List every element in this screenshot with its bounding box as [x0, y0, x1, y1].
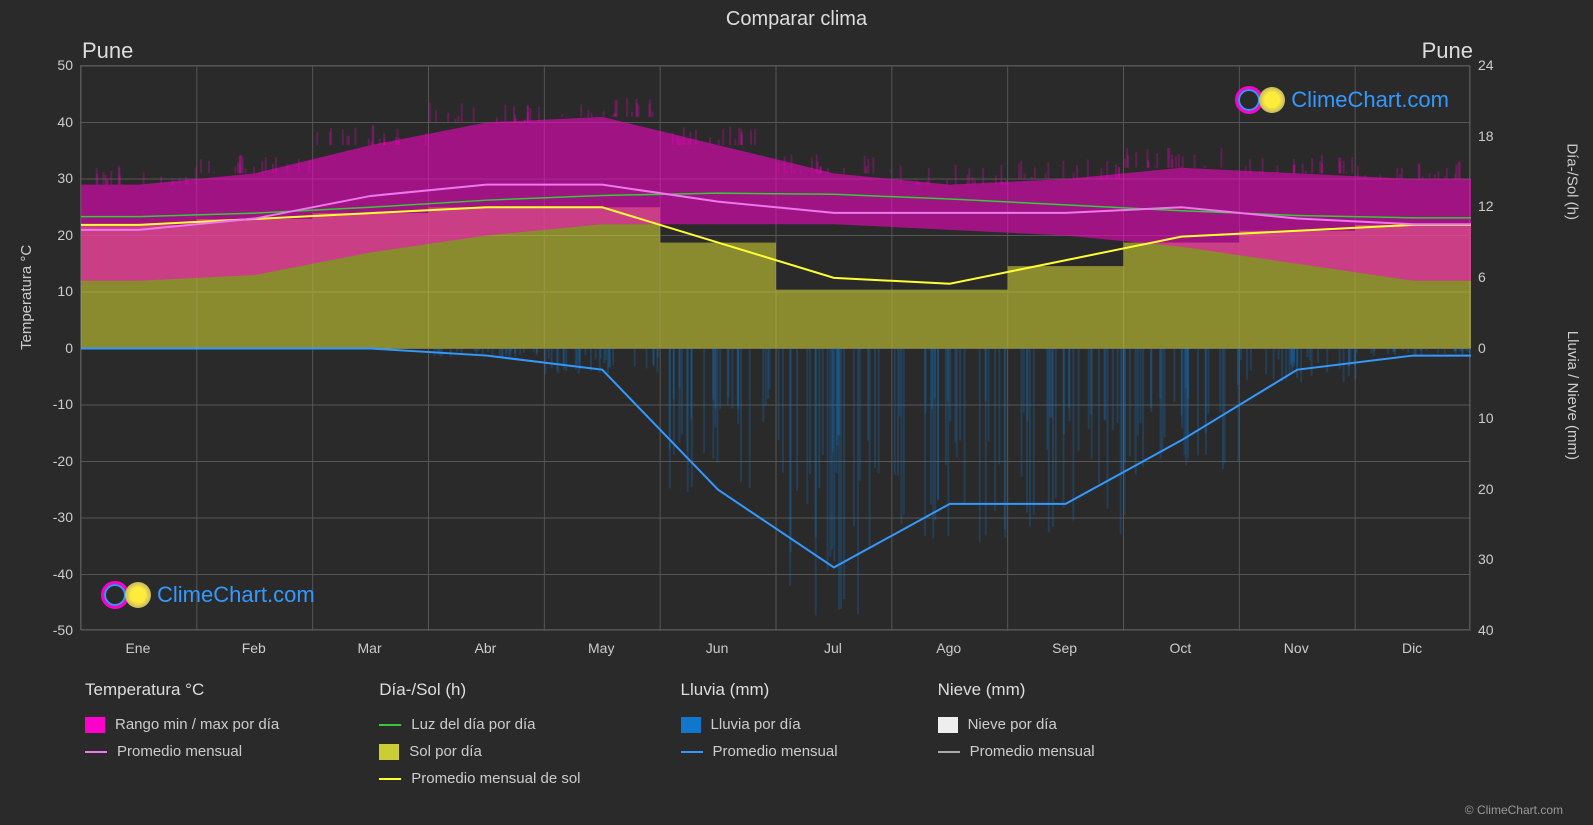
chart-svg [81, 66, 1471, 631]
legend-item: Luz del día por día [379, 716, 580, 733]
location-label-right: Pune [1422, 38, 1473, 64]
legend-item: Sol por día [379, 743, 580, 760]
legend-title: Día-/Sol (h) [379, 680, 580, 700]
x-tick-month: Dic [1402, 640, 1422, 656]
legend-swatch [85, 717, 105, 733]
copyright: © ClimeChart.com [1465, 803, 1563, 817]
x-tick-month: Oct [1170, 640, 1192, 656]
y-tick-right-sun: 24 [1478, 57, 1494, 73]
x-tick-month: May [588, 640, 614, 656]
legend-label: Promedio mensual de sol [411, 770, 580, 787]
legend-label: Lluvia por día [711, 716, 801, 733]
y-tick-left: -50 [33, 622, 73, 638]
legend-item: Lluvia por día [681, 716, 838, 733]
x-tick-month: Abr [475, 640, 497, 656]
legend-item: Nieve por día [938, 716, 1095, 733]
y-tick-right-rain: 30 [1478, 551, 1494, 567]
watermark-text: ClimeChart.com [1291, 87, 1449, 113]
y-tick-right-sun: 6 [1478, 269, 1486, 285]
legend-column: Temperatura °C Rango min / max por día Pro… [85, 680, 279, 787]
y-tick-left: 10 [33, 283, 73, 299]
y-tick-right-rain: 40 [1478, 622, 1494, 638]
legend-label: Sol por día [409, 743, 482, 760]
legend-label: Luz del día por día [411, 716, 535, 733]
legend-item: Promedio mensual [681, 743, 838, 760]
watermark-text: ClimeChart.com [157, 582, 315, 608]
x-tick-month: Ene [125, 640, 150, 656]
legend-swatch [938, 751, 960, 753]
legend-label: Promedio mensual [117, 743, 242, 760]
y-tick-right-sun: 18 [1478, 128, 1494, 144]
y-tick-right-rain: 10 [1478, 410, 1494, 426]
legend-swatch [681, 751, 703, 753]
legend-title: Temperatura °C [85, 680, 279, 700]
legend-label: Promedio mensual [713, 743, 838, 760]
watermark-top: ClimeChart.com [1235, 86, 1449, 114]
legend-item: Promedio mensual de sol [379, 770, 580, 787]
legend-title: Lluvia (mm) [681, 680, 838, 700]
y-axis-label-right-bottom: Lluvia / Nieve (mm) [1564, 331, 1581, 460]
x-tick-month: Mar [358, 640, 382, 656]
y-tick-right-sun: 12 [1478, 198, 1494, 214]
y-tick-left: -10 [33, 396, 73, 412]
y-tick-left: 0 [33, 340, 73, 356]
y-tick-left: 50 [33, 57, 73, 73]
legend-swatch [938, 717, 958, 733]
x-tick-month: Jul [824, 640, 842, 656]
legend-column: Día-/Sol (h) Luz del día por día Sol por d… [379, 680, 580, 787]
legend-item: Rango min / max por día [85, 716, 279, 733]
legend-column: Lluvia (mm) Lluvia por día Promedio mensua… [681, 680, 838, 787]
y-axis-label-right-top: Día-/Sol (h) [1564, 143, 1581, 220]
legend: Temperatura °C Rango min / max por día Pro… [85, 680, 1095, 787]
y-tick-left: 30 [33, 170, 73, 186]
legend-title: Nieve (mm) [938, 680, 1095, 700]
y-tick-left: -30 [33, 509, 73, 525]
y-tick-left: 20 [33, 227, 73, 243]
legend-label: Nieve por día [968, 716, 1057, 733]
logo-sun-icon [1259, 87, 1285, 113]
x-tick-month: Jun [706, 640, 729, 656]
logo-sun-icon [125, 582, 151, 608]
location-label-left: Pune [82, 38, 133, 64]
y-tick-left: -20 [33, 453, 73, 469]
x-tick-month: Ago [936, 640, 961, 656]
legend-label: Rango min / max por día [115, 716, 279, 733]
chart-title: Comparar clima [0, 0, 1593, 31]
legend-item: Promedio mensual [938, 743, 1095, 760]
legend-item: Promedio mensual [85, 743, 279, 760]
y-tick-left: 40 [33, 114, 73, 130]
watermark-bottom: ClimeChart.com [101, 581, 315, 609]
x-tick-month: Nov [1284, 640, 1309, 656]
legend-swatch [379, 778, 401, 780]
legend-swatch [379, 744, 399, 760]
y-tick-right-rain: 20 [1478, 481, 1494, 497]
chart-plot-area: ClimeChart.com ClimeChart.com [80, 65, 1470, 630]
legend-swatch [379, 724, 401, 726]
x-tick-month: Feb [242, 640, 266, 656]
legend-swatch [681, 717, 701, 733]
y-tick-right-sun: 0 [1478, 340, 1486, 356]
legend-column: Nieve (mm) Nieve por día Promedio mensual [938, 680, 1095, 787]
x-tick-month: Sep [1052, 640, 1077, 656]
legend-swatch [85, 751, 107, 753]
legend-label: Promedio mensual [970, 743, 1095, 760]
y-tick-left: -40 [33, 566, 73, 582]
